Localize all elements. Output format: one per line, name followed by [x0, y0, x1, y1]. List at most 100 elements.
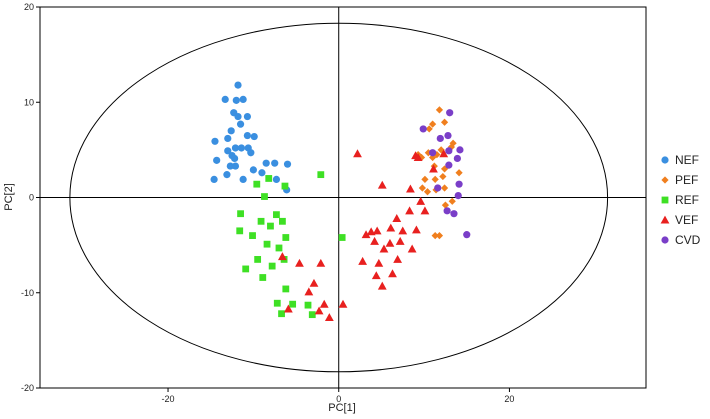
data-point-nef	[234, 112, 242, 121]
data-point-vef	[309, 278, 319, 287]
data-point-ref	[282, 234, 290, 241]
y-axis-title: PC[2]	[3, 183, 15, 211]
data-point-vef	[379, 244, 389, 253]
data-point-vef	[295, 258, 304, 267]
data-point-nef	[239, 95, 247, 103]
data-point-vef	[316, 258, 326, 267]
data-point-nef	[223, 171, 231, 179]
data-point-cvd	[456, 146, 464, 154]
data-point-nef	[231, 154, 239, 163]
legend-label-vef: VEF	[675, 213, 698, 227]
data-point-vef	[366, 227, 376, 236]
legend-label-nef: NEF	[675, 153, 699, 167]
legend-marker-pef	[661, 176, 669, 184]
data-point-vef	[319, 299, 329, 308]
data-point-ref	[257, 217, 265, 225]
data-point-nef	[237, 144, 246, 152]
x-tick-label: 0	[336, 394, 341, 404]
data-point-ref	[263, 240, 271, 248]
data-point-nef	[247, 149, 255, 157]
data-point-cvd	[445, 161, 453, 169]
data-point-pef	[441, 201, 450, 209]
x-axis-title: PC[1]	[328, 402, 356, 414]
legend-label-cvd: CVD	[675, 233, 701, 247]
data-point-vef	[371, 271, 381, 280]
y-tick-label: 20	[24, 2, 34, 12]
data-point-ref	[308, 311, 316, 319]
data-point-nef	[250, 132, 258, 141]
data-point-vef	[324, 313, 334, 322]
data-point-vef	[412, 225, 421, 234]
data-point-ref	[261, 193, 268, 200]
data-point-pef	[440, 118, 449, 126]
data-point-ref	[304, 301, 312, 309]
data-point-pef	[448, 197, 456, 205]
legend-marker-vef	[660, 215, 670, 224]
data-point-nef	[283, 160, 292, 168]
data-point-nef	[271, 159, 279, 167]
data-point-nef	[231, 144, 240, 152]
data-point-pef	[421, 175, 429, 184]
data-point-vef	[386, 223, 396, 232]
data-point-vef	[395, 236, 405, 245]
x-tick-label: 20	[504, 394, 514, 404]
legend-label-pef: PEF	[675, 173, 698, 187]
data-point-pef	[440, 165, 449, 173]
x-tick-label: -20	[162, 394, 175, 404]
data-point-nef	[210, 175, 218, 184]
data-point-ref	[268, 262, 276, 270]
data-point-vef	[353, 149, 362, 158]
data-point-ref	[249, 232, 256, 239]
data-point-ref	[253, 180, 261, 188]
data-point-vef	[398, 226, 408, 235]
legend-marker-ref	[661, 196, 669, 204]
data-point-nef	[236, 120, 245, 128]
legend-label-ref: REF	[675, 193, 699, 207]
data-point-cvd	[446, 109, 454, 117]
data-point-pef	[435, 106, 444, 114]
y-tick-label: 0	[29, 193, 34, 203]
data-point-nef	[232, 96, 240, 104]
data-point-pef	[417, 153, 426, 162]
data-point-vef	[407, 244, 417, 253]
y-tick-label: -20	[21, 383, 34, 393]
data-point-vef	[388, 269, 397, 278]
data-point-pef	[449, 139, 457, 147]
data-point-pef	[455, 169, 463, 177]
y-tick-label: -10	[21, 288, 34, 298]
data-point-ref	[279, 217, 286, 225]
data-point-vef	[405, 206, 414, 215]
data-point-cvd	[463, 231, 471, 239]
data-point-pef	[429, 153, 437, 162]
data-point-ref	[237, 210, 244, 218]
data-point-pef	[431, 232, 439, 240]
data-point-ref	[278, 310, 285, 318]
data-point-cvd	[454, 191, 462, 200]
data-point-vef	[314, 306, 324, 315]
legend-marker-nef	[661, 156, 669, 164]
data-point-nef	[224, 147, 232, 155]
data-point-vef	[338, 299, 348, 308]
data-point-vef	[374, 258, 384, 267]
data-point-vef	[393, 255, 403, 263]
data-point-cvd	[436, 134, 444, 143]
data-point-ref	[289, 300, 297, 308]
data-point-vef	[278, 252, 287, 261]
data-point-pef	[447, 143, 455, 151]
y-tick-label: 10	[24, 97, 34, 107]
data-point-vef	[413, 153, 423, 162]
data-point-vef	[372, 226, 382, 235]
data-point-cvd	[455, 180, 463, 188]
data-point-nef	[258, 169, 266, 177]
data-point-cvd	[419, 125, 427, 133]
data-point-ref	[273, 211, 280, 219]
data-point-pef	[435, 232, 444, 240]
data-point-vef	[439, 149, 449, 158]
data-point-vef	[370, 236, 379, 245]
data-point-vef	[358, 256, 368, 265]
data-point-ref	[317, 171, 325, 179]
data-point-nef	[272, 175, 281, 184]
data-point-cvd	[453, 154, 461, 163]
data-point-nef	[231, 162, 240, 170]
